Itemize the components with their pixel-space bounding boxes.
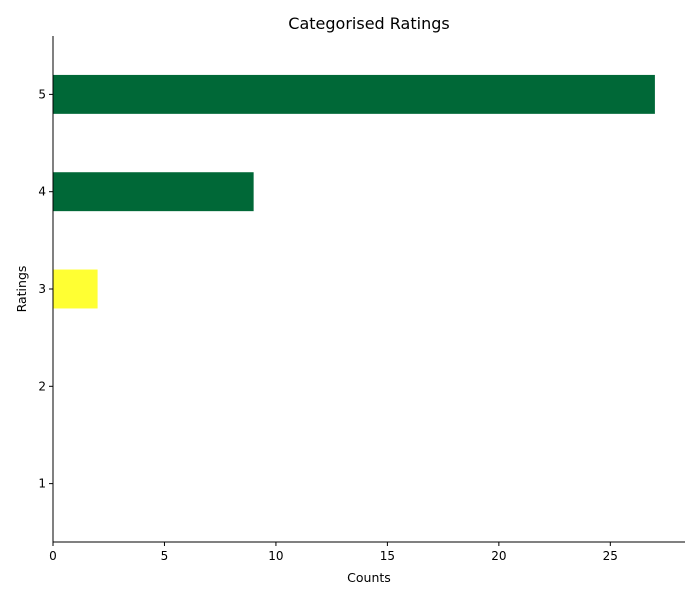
x-tick-label: 25 (603, 549, 618, 563)
x-tick-label: 15 (380, 549, 395, 563)
x-axis-label: Counts (347, 570, 391, 585)
y-tick-label: 3 (38, 282, 46, 296)
y-tick-label: 4 (38, 185, 46, 199)
x-tick-label: 20 (491, 549, 506, 563)
y-tick-label: 5 (38, 87, 46, 101)
x-tick-label: 10 (268, 549, 283, 563)
y-axis-label: Ratings (14, 266, 29, 313)
y-tick-label: 1 (38, 477, 46, 491)
bar-rating-4 (53, 172, 254, 212)
chart-title: Categorised Ratings (288, 14, 449, 33)
bars-group (53, 74, 655, 309)
y-tick-label: 2 (38, 379, 46, 393)
bar-rating-5 (53, 74, 655, 114)
x-ticks-group: 0 5 10 15 20 25 (49, 542, 618, 563)
y-ticks-group: 1 2 3 4 5 (38, 87, 53, 491)
x-tick-label: 5 (161, 549, 169, 563)
x-tick-label: 0 (49, 549, 57, 563)
bar-rating-3 (53, 269, 98, 309)
